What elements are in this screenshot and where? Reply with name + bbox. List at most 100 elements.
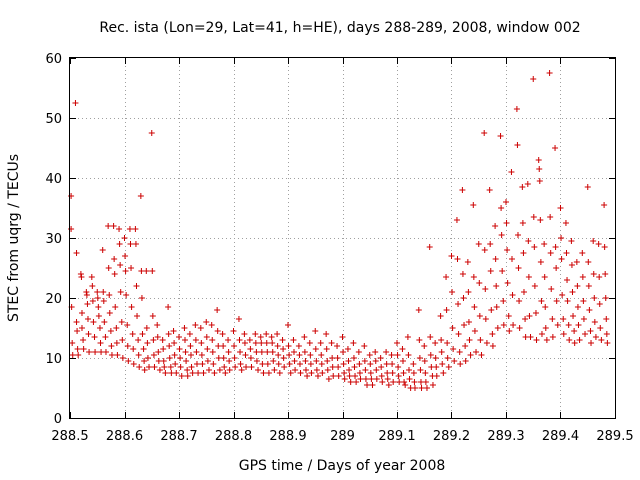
data-point: [580, 316, 587, 322]
data-point: [500, 298, 507, 304]
data-point: [241, 331, 248, 337]
data-point: [226, 358, 233, 364]
data-point: [312, 328, 319, 334]
data-point: [187, 352, 194, 358]
data-point: [149, 268, 156, 274]
data-point: [285, 322, 291, 328]
data-point: [125, 358, 132, 364]
data-point: [199, 361, 206, 367]
data-point: [211, 370, 218, 376]
data-point: [547, 214, 554, 220]
data-point: [444, 340, 451, 346]
data-point: [135, 337, 142, 343]
data-point: [269, 349, 276, 355]
data-point: [302, 367, 309, 373]
data-point: [602, 271, 609, 277]
data-point: [355, 349, 362, 355]
data-point: [328, 340, 335, 346]
data-point: [531, 283, 538, 289]
data-point: [586, 307, 593, 313]
data-point: [219, 331, 226, 337]
data-point: [367, 370, 374, 376]
data-point: [340, 349, 347, 355]
x-tick-label: 288.9: [269, 429, 306, 444]
data-point: [122, 253, 129, 259]
data-point: [591, 295, 598, 301]
data-point: [585, 283, 592, 289]
data-point: [167, 364, 174, 370]
data-point: [80, 346, 87, 352]
data-point: [141, 358, 148, 364]
data-point: [128, 265, 135, 271]
data-point: [112, 304, 119, 310]
data-point: [94, 295, 101, 301]
data-point: [455, 331, 462, 337]
data-point: [216, 367, 223, 373]
data-point: [118, 319, 125, 325]
data-point: [378, 364, 385, 370]
data-point: [432, 340, 439, 346]
data-point: [445, 364, 452, 370]
data-point: [394, 352, 401, 358]
data-point: [286, 361, 293, 367]
data-point: [438, 349, 445, 355]
data-point: [140, 346, 147, 352]
data-point: [128, 304, 135, 310]
data-point: [471, 328, 478, 334]
data-point: [570, 313, 577, 319]
data-point: [524, 181, 531, 187]
data-point: [143, 325, 150, 331]
data-point: [383, 349, 390, 355]
data-point: [460, 295, 467, 301]
data-point: [203, 319, 210, 325]
data-point: [456, 349, 463, 355]
data-point: [416, 337, 423, 343]
data-point: [473, 349, 480, 355]
data-point: [573, 259, 580, 265]
data-point: [160, 358, 167, 364]
data-point: [533, 337, 540, 343]
data-point: [226, 367, 233, 373]
data-point: [113, 340, 120, 346]
data-point: [451, 358, 458, 364]
data-point: [416, 355, 423, 361]
data-point: [110, 223, 117, 229]
data-point: [372, 349, 379, 355]
data-point: [133, 283, 140, 289]
data-point: [339, 334, 346, 340]
data-point: [260, 370, 267, 376]
data-point: [514, 142, 521, 148]
data-point: [427, 352, 434, 358]
data-point: [173, 370, 180, 376]
data-point: [203, 334, 210, 340]
data-point: [214, 328, 221, 334]
data-point: [465, 319, 472, 325]
data-point: [252, 340, 259, 346]
data-point: [461, 322, 468, 328]
data-point: [188, 364, 195, 370]
data-point: [423, 385, 430, 391]
data-point: [519, 220, 526, 226]
data-point: [258, 349, 265, 355]
data-point: [127, 241, 134, 247]
data-point: [440, 370, 447, 376]
data-point: [449, 289, 456, 295]
data-point: [557, 205, 564, 211]
data-point: [117, 289, 124, 295]
data-point: [96, 325, 103, 331]
data-point: [552, 244, 559, 250]
data-point: [210, 361, 217, 367]
data-point: [91, 334, 98, 340]
data-point: [253, 358, 260, 364]
data-point: [225, 349, 232, 355]
data-point: [481, 247, 488, 253]
data-point: [89, 283, 96, 289]
data-point: [505, 313, 512, 319]
data-point: [195, 370, 202, 376]
data-point: [582, 331, 589, 337]
data-point: [286, 352, 293, 358]
data-point: [132, 226, 139, 232]
data-point: [193, 361, 200, 367]
data-point: [177, 355, 184, 361]
data-point: [123, 292, 130, 298]
